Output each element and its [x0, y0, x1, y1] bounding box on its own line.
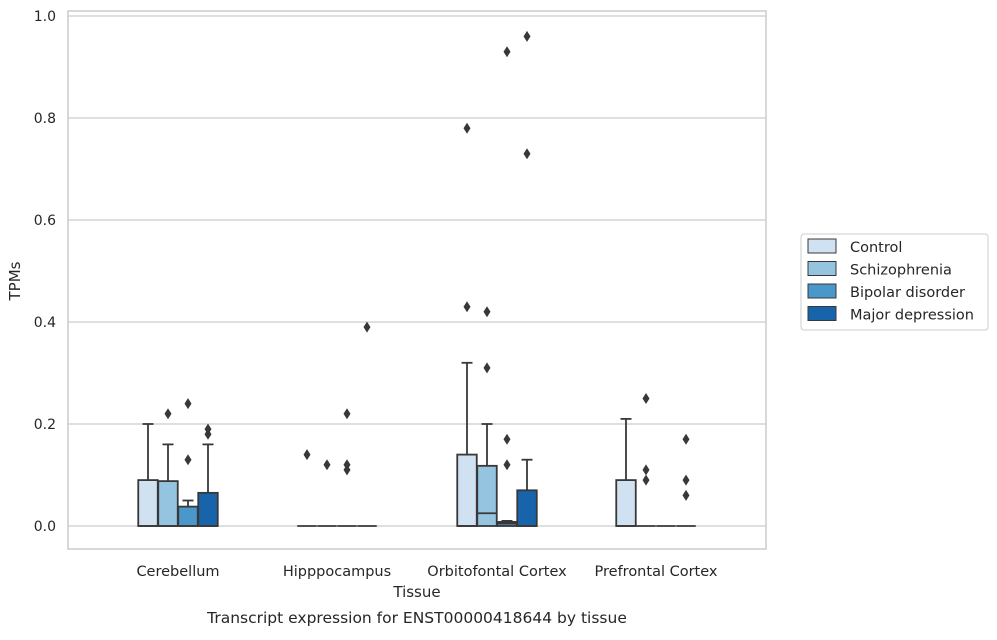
- box: [157, 480, 179, 527]
- box-group: [676, 433, 696, 527]
- outlier-point: [343, 459, 351, 471]
- box-group: [496, 46, 518, 527]
- outlier-point: [164, 408, 172, 420]
- outlier-point: [682, 489, 690, 501]
- outlier-point: [343, 408, 351, 420]
- outlier-point: [463, 122, 471, 134]
- x-axis-label: Tissue: [392, 583, 440, 601]
- box-group: [137, 423, 159, 527]
- outlier-point: [523, 30, 531, 42]
- y-tick-labels: 0.0 0.2 0.4 0.6 0.8 1.0: [34, 9, 56, 535]
- box-group: [357, 321, 377, 527]
- y-tick-label: 0.6: [34, 213, 56, 229]
- box-group: [337, 408, 357, 527]
- box: [476, 464, 498, 527]
- outlier-point: [323, 459, 331, 471]
- box-group: [636, 393, 656, 527]
- outlier-point: [184, 398, 192, 410]
- box: [177, 505, 199, 527]
- plot-frame: [67, 10, 767, 550]
- legend-label: Schizophrenia: [850, 263, 952, 279]
- outlier-point: [642, 474, 650, 486]
- box-group: [456, 122, 478, 527]
- y-tick-label: 0.2: [34, 417, 56, 433]
- legend-label: Major depression: [850, 308, 974, 324]
- box: [137, 479, 159, 527]
- outlier-point: [303, 449, 311, 461]
- box-group: [516, 30, 538, 527]
- legend-swatch: [807, 261, 837, 276]
- outlier-point: [363, 321, 371, 333]
- legend-swatch: [807, 283, 837, 299]
- y-gridlines: [68, 15, 766, 527]
- y-tick-label: 0.0: [34, 519, 56, 535]
- box-series: [137, 30, 696, 527]
- x-tick-label: Prefrontal Cortex: [595, 564, 718, 580]
- outlier-point: [682, 433, 690, 445]
- y-tick-label: 0.8: [34, 111, 56, 127]
- legend-box: [800, 233, 989, 331]
- box-group: [297, 449, 317, 527]
- outlier-point: [503, 459, 511, 471]
- legend: Control Schizophrenia Bipolar disorder Majo…: [800, 233, 989, 331]
- x-tick-labels: Cerebellum Hipppocampus Orbitofontal Corte…: [136, 564, 717, 580]
- box: [456, 453, 478, 527]
- x-tick-label: Cerebellum: [136, 564, 219, 580]
- outlier-point: [503, 433, 511, 445]
- outlier-point: [204, 423, 212, 435]
- outlier-point: [503, 46, 511, 58]
- legend-swatch: [807, 306, 837, 321]
- box-group: [157, 408, 179, 527]
- legend-swatch: [807, 238, 837, 254]
- outlier-point: [523, 148, 531, 160]
- box: [516, 489, 538, 527]
- y-tick-label: 1.0: [34, 9, 56, 25]
- outlier-point: [682, 474, 690, 486]
- y-axis-label: TPMs: [6, 261, 24, 301]
- box-group: [197, 423, 219, 527]
- outlier-point: [483, 362, 491, 374]
- legend-label: Bipolar disorder: [850, 285, 965, 301]
- legend-label: Control: [850, 240, 902, 256]
- box-group: [317, 459, 337, 527]
- outlier-point: [483, 306, 491, 318]
- x-tick-label: Orbitofontal Cortex: [427, 564, 567, 580]
- chart-title: Transcript expression for ENST0000041864…: [206, 609, 627, 627]
- box-group: [177, 398, 199, 527]
- box: [615, 479, 637, 527]
- y-tick-label: 0.4: [34, 315, 56, 331]
- outlier-point: [642, 464, 650, 476]
- x-tick-label: Hipppocampus: [283, 564, 391, 580]
- outlier-point: [463, 301, 471, 313]
- box: [197, 491, 219, 527]
- box-group: [476, 306, 498, 527]
- outlier-point: [642, 393, 650, 404]
- outlier-point: [184, 454, 192, 466]
- box-group: [615, 417, 637, 527]
